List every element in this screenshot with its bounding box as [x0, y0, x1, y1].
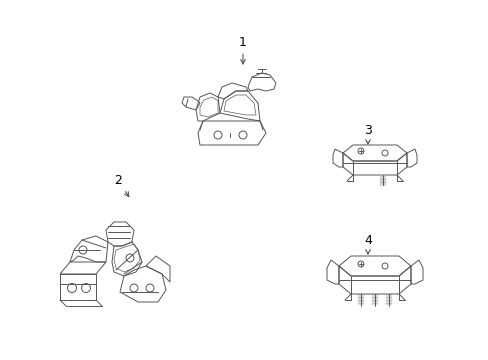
Text: 3: 3 — [364, 123, 371, 144]
Text: 4: 4 — [364, 234, 371, 254]
Text: 1: 1 — [239, 36, 246, 64]
Text: 2: 2 — [114, 174, 128, 197]
